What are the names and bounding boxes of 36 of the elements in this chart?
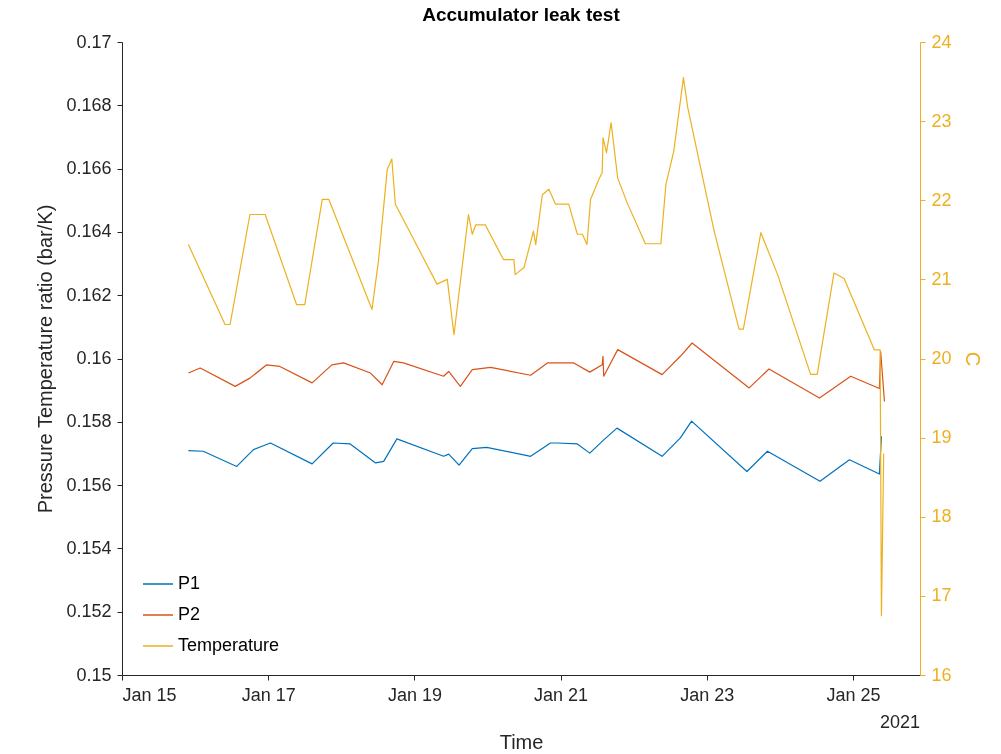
x-tick-label: Jan 19 <box>387 684 442 705</box>
y-tick-label: 0.154 <box>66 537 112 558</box>
y2-tick-label: 22 <box>931 189 952 210</box>
y2-tick-label: 24 <box>931 31 952 52</box>
y-tick-label: 0.164 <box>66 221 112 242</box>
y2-tick-label: 23 <box>931 110 952 131</box>
y-tick-label: 0.15 <box>76 664 112 685</box>
y-tick-label: 0.17 <box>76 31 112 52</box>
x-tick-label: Jan 17 <box>241 684 296 705</box>
y-tick-label: 0.162 <box>66 284 112 305</box>
y-axis-title: Pressure Temperature ratio (bar/K) <box>34 204 57 514</box>
legend-label: P1 <box>178 573 201 593</box>
y-tick-label: 0.156 <box>66 474 112 495</box>
y2-tick-label: 20 <box>931 348 952 368</box>
y-tick-label: 0.152 <box>66 601 112 622</box>
y2-axis-title: C <box>961 351 984 367</box>
chart-title: Accumulator leak test <box>422 4 621 25</box>
y2-tick-label: 18 <box>931 506 952 527</box>
line-series <box>187 342 886 403</box>
y-tick-label: 0.16 <box>76 348 112 368</box>
y-tick-label: 0.168 <box>66 94 112 115</box>
x-axis-title: Time <box>499 730 544 753</box>
x-tick-label: Jan 23 <box>680 684 735 705</box>
x-tick-label: Jan 21 <box>534 684 589 705</box>
y-tick-label: 0.166 <box>66 158 112 179</box>
legend-label: Temperature <box>178 635 280 655</box>
x-tick-label: Jan 25 <box>826 684 881 705</box>
y2-tick-label: 17 <box>931 585 952 606</box>
y2-tick-label: 21 <box>931 268 952 289</box>
x-tick-label: Jan 15 <box>122 684 177 705</box>
y-tick-label: 0.158 <box>66 411 112 432</box>
text: 2021 <box>879 712 920 732</box>
legend-label: P2 <box>178 604 201 624</box>
y2-tick-label: 16 <box>931 664 952 685</box>
y2-tick-label: 19 <box>931 427 952 448</box>
line-series <box>187 420 883 482</box>
